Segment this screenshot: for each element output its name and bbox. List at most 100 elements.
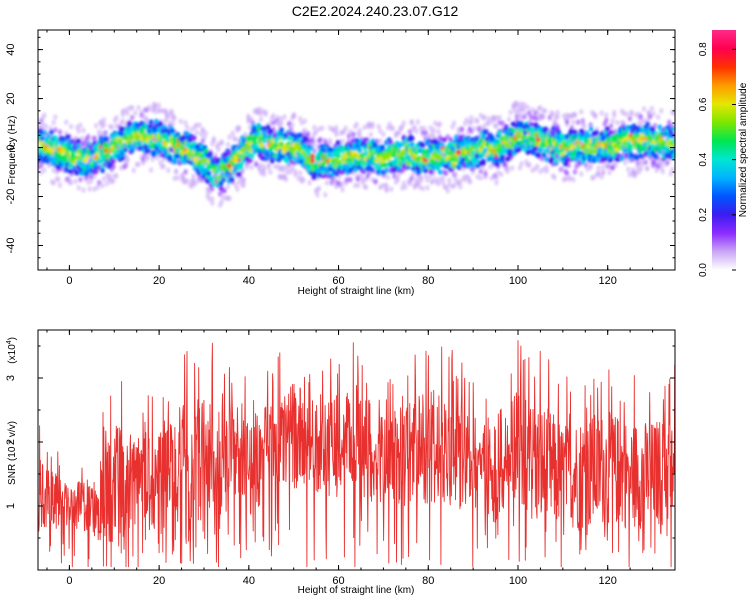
heatmap-cell <box>626 166 631 173</box>
heatmap-cell <box>670 166 675 173</box>
heatmap-cell <box>183 120 188 126</box>
heatmap-cell <box>414 128 419 135</box>
snr-multiplier-base: (x10 <box>7 344 18 364</box>
heatmap-cell <box>218 180 224 187</box>
heatmap-cell <box>93 161 99 167</box>
heatmap-cell <box>527 161 532 168</box>
heatmap-cell <box>290 121 295 128</box>
heatmap-cell <box>252 139 258 146</box>
heatmap-cell <box>513 108 518 114</box>
heatmap-cell <box>65 151 71 158</box>
heatmap-cell <box>553 158 559 164</box>
x-tick-label: 80 <box>422 575 434 587</box>
heatmap-cell <box>148 167 154 173</box>
heatmap-cell <box>582 123 587 129</box>
heatmap-cell <box>327 140 333 146</box>
heatmap-cell <box>166 167 171 174</box>
heatmap-cell <box>174 153 180 159</box>
heatmap-cell <box>522 102 527 108</box>
heatmap-cell <box>564 170 570 177</box>
heatmap-cell <box>671 110 675 116</box>
heatmap-cell <box>173 168 179 175</box>
heatmap-cell <box>73 178 78 185</box>
heatmap-cell <box>89 173 94 180</box>
heatmap-cell <box>279 127 284 133</box>
heatmap-cell <box>644 165 650 172</box>
x-tick-label: 100 <box>509 575 527 587</box>
heatmap-cell <box>42 112 47 118</box>
heatmap-cell <box>310 153 315 160</box>
heatmap-cell <box>575 119 581 126</box>
heatmap-cell <box>268 169 273 175</box>
heatmap-cell <box>303 136 309 142</box>
heatmap-cell <box>291 112 297 119</box>
heatmap-cell <box>458 178 463 185</box>
heatmap-cell <box>283 176 289 183</box>
heatmap-cell <box>68 179 74 186</box>
heatmap-cell <box>191 135 197 141</box>
heatmap-cell <box>38 162 44 169</box>
heatmap-cell <box>327 166 333 172</box>
heatmap-cell <box>63 167 69 173</box>
heatmap-cell <box>648 113 653 120</box>
heatmap-cell <box>65 134 71 140</box>
heatmap-cell <box>241 182 246 189</box>
heatmap-cell <box>356 176 361 182</box>
heatmap-cell <box>464 117 469 123</box>
heatmap-cell <box>156 102 162 109</box>
heatmap-cell <box>206 195 212 202</box>
heatmap-cell <box>178 118 184 125</box>
heatmap-cell <box>273 142 279 148</box>
heatmap-cell <box>440 175 446 182</box>
x-tick-label: 100 <box>509 275 527 287</box>
heatmap-cell <box>409 119 414 126</box>
x-tick-label: 120 <box>599 575 617 587</box>
heatmap-cell <box>148 119 154 125</box>
heatmap-cell <box>222 187 228 194</box>
heatmap-cell <box>615 119 620 126</box>
heatmap-cell <box>75 143 81 149</box>
heatmap-cell <box>197 122 202 128</box>
heatmap-cell <box>442 137 447 143</box>
heatmap-cell <box>166 113 171 119</box>
heatmap-cell <box>290 165 295 171</box>
heatmap-cell <box>481 160 486 166</box>
heatmap-cell <box>79 143 85 149</box>
heatmap-cell <box>61 136 66 142</box>
heatmap-cell <box>596 165 601 171</box>
heatmap-cell <box>627 115 633 122</box>
heatmap-cell <box>475 118 480 124</box>
heatmap-cell <box>505 143 511 149</box>
heatmap-cell <box>389 186 394 192</box>
heatmap-cell <box>423 130 429 136</box>
heatmap-cell <box>437 169 443 175</box>
heatmap-cell <box>418 177 424 184</box>
heatmap-cell <box>120 118 125 124</box>
heatmap-cell <box>444 170 449 176</box>
heatmap-cell <box>227 195 232 202</box>
heatmap-cell <box>481 115 487 121</box>
heatmap-cell <box>320 162 326 168</box>
heatmap-cell <box>158 121 163 127</box>
heatmap-cell <box>507 151 513 157</box>
heatmap-cell <box>53 114 58 120</box>
heatmap-cell <box>619 155 625 162</box>
heatmap-cell <box>483 129 489 135</box>
heatmap-cell <box>369 166 375 173</box>
heatmap-cell <box>161 163 166 170</box>
heatmap-cell <box>51 119 56 126</box>
heatmap-cell <box>593 113 598 120</box>
heatmap-cell <box>552 174 557 181</box>
heatmap-cell <box>301 177 306 183</box>
heatmap-cell <box>643 159 648 166</box>
heatmap-cell <box>412 124 418 131</box>
heatmap-cell <box>203 148 209 154</box>
heatmap-cell <box>235 186 240 192</box>
y-tick-label: -40 <box>5 238 17 254</box>
heatmap-cell <box>401 120 407 126</box>
heatmap-cell <box>359 153 365 159</box>
heatmap-cell <box>225 141 231 148</box>
heatmap-cell <box>363 184 369 191</box>
